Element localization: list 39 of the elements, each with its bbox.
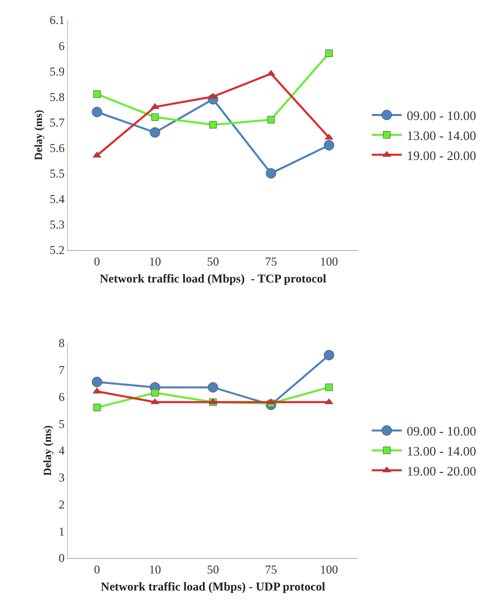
y-tick-label: 2: [58, 497, 65, 512]
y-tick-label: 0: [58, 551, 65, 566]
y-axis-title: Delay (ms): [42, 424, 54, 476]
x-tick-label: 50: [207, 254, 219, 268]
legend-label: 19.00 - 20.00: [406, 148, 476, 163]
y-tick-label: 5.8: [50, 90, 65, 104]
y-tick-label: 6: [58, 390, 65, 404]
x-axis-title: Network traffic load (Mbps) - TCP protocol: [100, 271, 327, 286]
x-axis-title: Network traffic load (Mbps) - UDP protocol: [100, 579, 326, 594]
y-tick-label: 5.5: [50, 166, 65, 181]
x-tick-label: 75: [265, 254, 277, 268]
legend-label: 13.00 - 14.00: [406, 128, 476, 143]
y-tick-label: 5.9: [50, 64, 65, 78]
legend-label: 13.00 - 14.00: [406, 443, 476, 458]
y-tick-label: 8: [58, 336, 65, 350]
legend-label: 09.00 - 10.00: [406, 424, 476, 439]
y-axis-title: Delay (ms): [33, 109, 46, 160]
x-tick-label: 50: [207, 562, 219, 576]
y-tick-label: 4: [58, 444, 65, 458]
x-tick-label: 100: [320, 562, 338, 576]
y-tick-label: 3: [58, 470, 65, 485]
y-tick-label: 6: [58, 38, 65, 53]
x-tick-label: 0: [94, 254, 100, 268]
y-tick-label: 5.4: [50, 192, 65, 206]
y-tick-label: 7: [58, 363, 65, 378]
y-tick-label: 5.2: [50, 243, 65, 258]
y-tick-label: 6.1: [50, 13, 65, 28]
x-tick-label: 10: [149, 254, 161, 268]
x-tick-label: 10: [149, 562, 161, 576]
y-tick-label: 5.7: [50, 115, 65, 130]
y-tick-label: 1: [58, 524, 65, 538]
x-tick-label: 0: [94, 562, 100, 576]
legend-label: 19.00 - 20.00: [406, 463, 476, 478]
y-tick-label: 5: [58, 416, 65, 431]
y-tick-label: 5.3: [50, 218, 65, 232]
x-tick-label: 75: [265, 562, 277, 576]
x-tick-label: 100: [320, 254, 338, 268]
y-tick-label: 5.6: [50, 140, 65, 155]
legend-label: 09.00 - 10.00: [406, 108, 476, 124]
